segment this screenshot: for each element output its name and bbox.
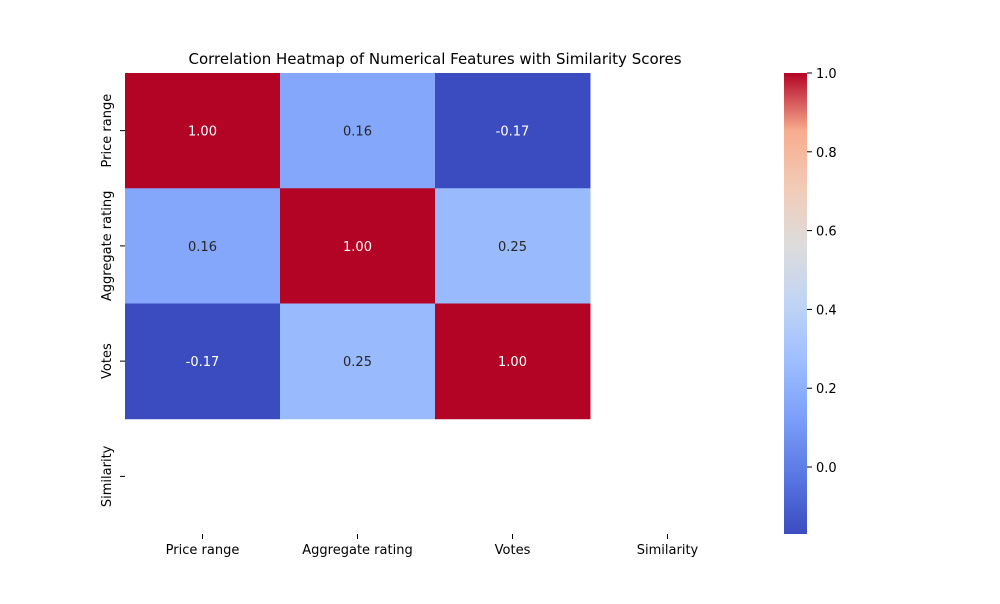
x-tick-label: Price range [166, 543, 240, 558]
x-tick-label: Votes [495, 543, 531, 558]
colorbar-gradient [784, 73, 807, 534]
y-tick-label: Price range [100, 94, 115, 168]
cell-annotation: -0.17 [496, 125, 530, 140]
heatmap-cell [280, 188, 436, 304]
heatmap-cells [125, 73, 591, 420]
y-axis: Price range Aggregate rating Votes Similari… [100, 94, 125, 507]
colorbar-tick-label: 0.2 [816, 382, 837, 397]
cell-annotation: 1.00 [343, 240, 372, 255]
heatmap-cell [125, 73, 281, 189]
heatmap-cell [435, 188, 591, 304]
cell-annotation: 1.00 [498, 355, 527, 370]
heatmap-cell [280, 303, 436, 420]
x-axis: Price range Aggregate rating Votes Similari… [166, 534, 699, 558]
x-tick-label: Similarity [637, 543, 699, 558]
colorbar-tick-label: 1.0 [816, 67, 837, 82]
heatmap-cell [125, 303, 281, 420]
heatmap-cell [125, 188, 281, 304]
colorbar-tick-label: 0.6 [816, 225, 837, 240]
cell-annotation: 0.25 [498, 240, 527, 255]
cell-annotation: 0.16 [188, 240, 217, 255]
cell-annotation: 1.00 [188, 125, 217, 140]
colorbar-tick-label: 0.8 [816, 146, 837, 161]
colorbar-tick-label: 0.4 [816, 303, 837, 318]
colorbar: 0.0 0.2 0.4 0.6 0.8 1.0 [784, 67, 837, 534]
chart-title: Correlation Heatmap of Numerical Feature… [188, 50, 681, 68]
colorbar-tick-label: 0.0 [816, 461, 837, 476]
y-tick-label: Aggregate rating [100, 191, 115, 301]
cell-annotation: 0.16 [343, 125, 372, 140]
y-tick-label: Similarity [100, 445, 115, 507]
heatmap-cell [435, 73, 591, 189]
heatmap-annotations: 1.00 0.16 -0.17 0.16 1.00 0.25 -0.17 0.25 1.00 [186, 125, 530, 371]
heatmap-cell [435, 303, 591, 420]
cell-annotation: 0.25 [343, 355, 372, 370]
x-tick-label: Aggregate rating [302, 543, 412, 558]
y-tick-label: Votes [100, 343, 115, 379]
cell-annotation: -0.17 [186, 355, 220, 370]
heatmap-cell [280, 73, 436, 189]
